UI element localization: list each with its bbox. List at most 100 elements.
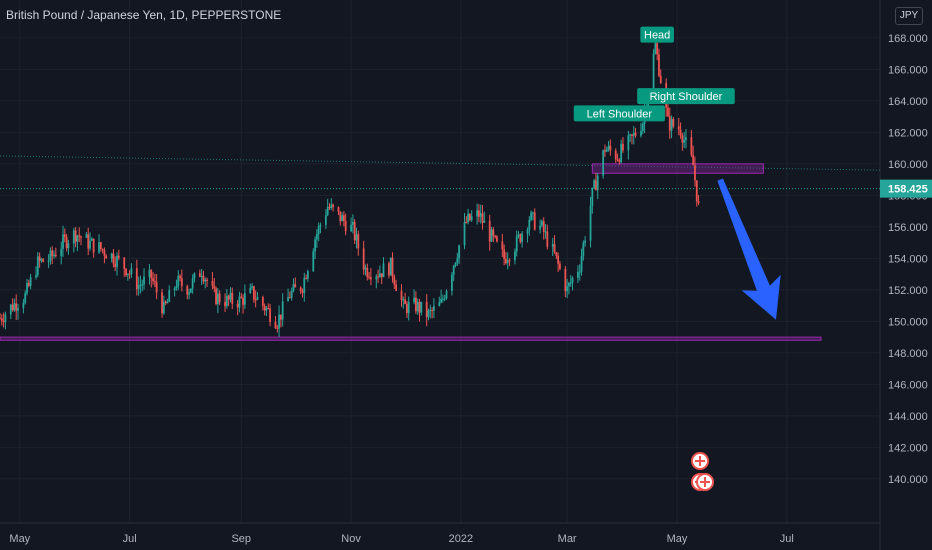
candle-body xyxy=(526,229,529,234)
candle-body xyxy=(672,119,675,127)
candle-body xyxy=(508,260,511,262)
candle-body xyxy=(442,298,444,300)
candle-body xyxy=(305,277,307,279)
candle-body xyxy=(395,284,397,291)
candle-body xyxy=(380,273,383,278)
y-tick-label: 140.000 xyxy=(888,474,928,486)
price-axis: 168.000166.000164.000162.000160.000158.0… xyxy=(888,33,928,486)
candle-body xyxy=(281,301,284,320)
candle-body xyxy=(445,290,448,299)
candle-body xyxy=(80,236,82,238)
candle-body xyxy=(128,273,131,275)
candle-body xyxy=(242,297,244,305)
candle-body xyxy=(125,268,127,276)
candle-body xyxy=(324,215,327,225)
candle-body xyxy=(216,293,219,305)
candle-body xyxy=(135,268,138,290)
candle-body xyxy=(622,143,624,151)
candle-body xyxy=(490,229,493,242)
currency-badge[interactable]: JPY xyxy=(895,7,923,25)
candle-body xyxy=(152,278,154,282)
y-tick-label: 162.000 xyxy=(888,127,928,139)
candle-body xyxy=(332,204,334,208)
candle-body xyxy=(353,221,356,241)
candle-body xyxy=(13,303,16,311)
candle-body xyxy=(614,150,617,160)
candle-body xyxy=(429,309,432,311)
y-tick-label: 156.000 xyxy=(888,222,928,234)
candle-body xyxy=(544,231,547,233)
candle-body xyxy=(530,212,533,220)
candle-body xyxy=(652,53,655,94)
candle-body xyxy=(496,236,498,242)
label-left-shoulder: Left Shoulder xyxy=(573,105,665,122)
candle-body xyxy=(582,242,585,257)
candle-body xyxy=(155,282,158,293)
candle-body xyxy=(29,277,32,286)
candle-body xyxy=(569,282,572,284)
label-right-shoulder: Right Shoulder xyxy=(637,88,735,105)
candle-body xyxy=(116,255,118,267)
candle-body xyxy=(515,235,518,252)
candle-body xyxy=(211,280,214,286)
candle-body xyxy=(539,225,542,230)
candle-body xyxy=(505,258,507,264)
candle-body xyxy=(87,234,90,249)
candle-body xyxy=(344,221,347,232)
candle-body xyxy=(616,159,619,161)
candle-body xyxy=(179,275,181,279)
candle-body xyxy=(366,267,369,277)
candle-body xyxy=(166,301,169,304)
candle-body xyxy=(589,205,592,241)
candle-body xyxy=(299,287,302,291)
candle-body xyxy=(218,293,221,303)
candle-body xyxy=(492,229,495,236)
forecast-arrow xyxy=(717,178,781,320)
candle-body xyxy=(425,301,428,317)
candle-body xyxy=(559,263,561,269)
candle-body xyxy=(420,301,423,313)
candle-body xyxy=(279,314,282,320)
candle-body xyxy=(65,236,68,249)
candle-body xyxy=(634,132,637,136)
candle-body xyxy=(330,204,333,209)
candle-body xyxy=(416,301,419,312)
candle-body xyxy=(488,220,491,242)
candle-body xyxy=(443,298,446,300)
candle-body xyxy=(629,134,632,136)
candle-body xyxy=(476,210,479,217)
x-tick-label: May xyxy=(9,533,30,545)
label-text: Left Shoulder xyxy=(587,108,653,120)
candle-body xyxy=(72,230,75,244)
candle-body xyxy=(681,135,684,143)
candle-body xyxy=(236,303,239,308)
candle-body xyxy=(393,276,396,285)
candle-body xyxy=(640,131,642,136)
candle-body xyxy=(405,304,408,314)
candle-body xyxy=(215,288,217,305)
candle-body xyxy=(164,301,167,304)
candle-body xyxy=(620,143,623,163)
candle-body xyxy=(274,321,277,328)
candle-body xyxy=(458,245,461,259)
label-box xyxy=(637,88,735,105)
candle-body xyxy=(407,302,410,314)
candle-body xyxy=(202,275,205,282)
candle-body xyxy=(51,250,54,257)
candle-body xyxy=(463,222,466,246)
candle-body xyxy=(627,135,630,151)
candle-body xyxy=(469,213,471,221)
candle-body xyxy=(269,308,271,322)
candle-body xyxy=(143,276,145,285)
candle-body xyxy=(400,290,403,301)
candle-body xyxy=(99,242,102,250)
candle-body xyxy=(312,251,315,272)
candle-body xyxy=(514,251,516,261)
candle-body xyxy=(357,234,360,249)
candle-body xyxy=(162,301,165,314)
candle-body xyxy=(47,260,50,262)
candle-body xyxy=(98,242,100,253)
candles xyxy=(0,34,700,337)
candle-body xyxy=(175,286,178,288)
